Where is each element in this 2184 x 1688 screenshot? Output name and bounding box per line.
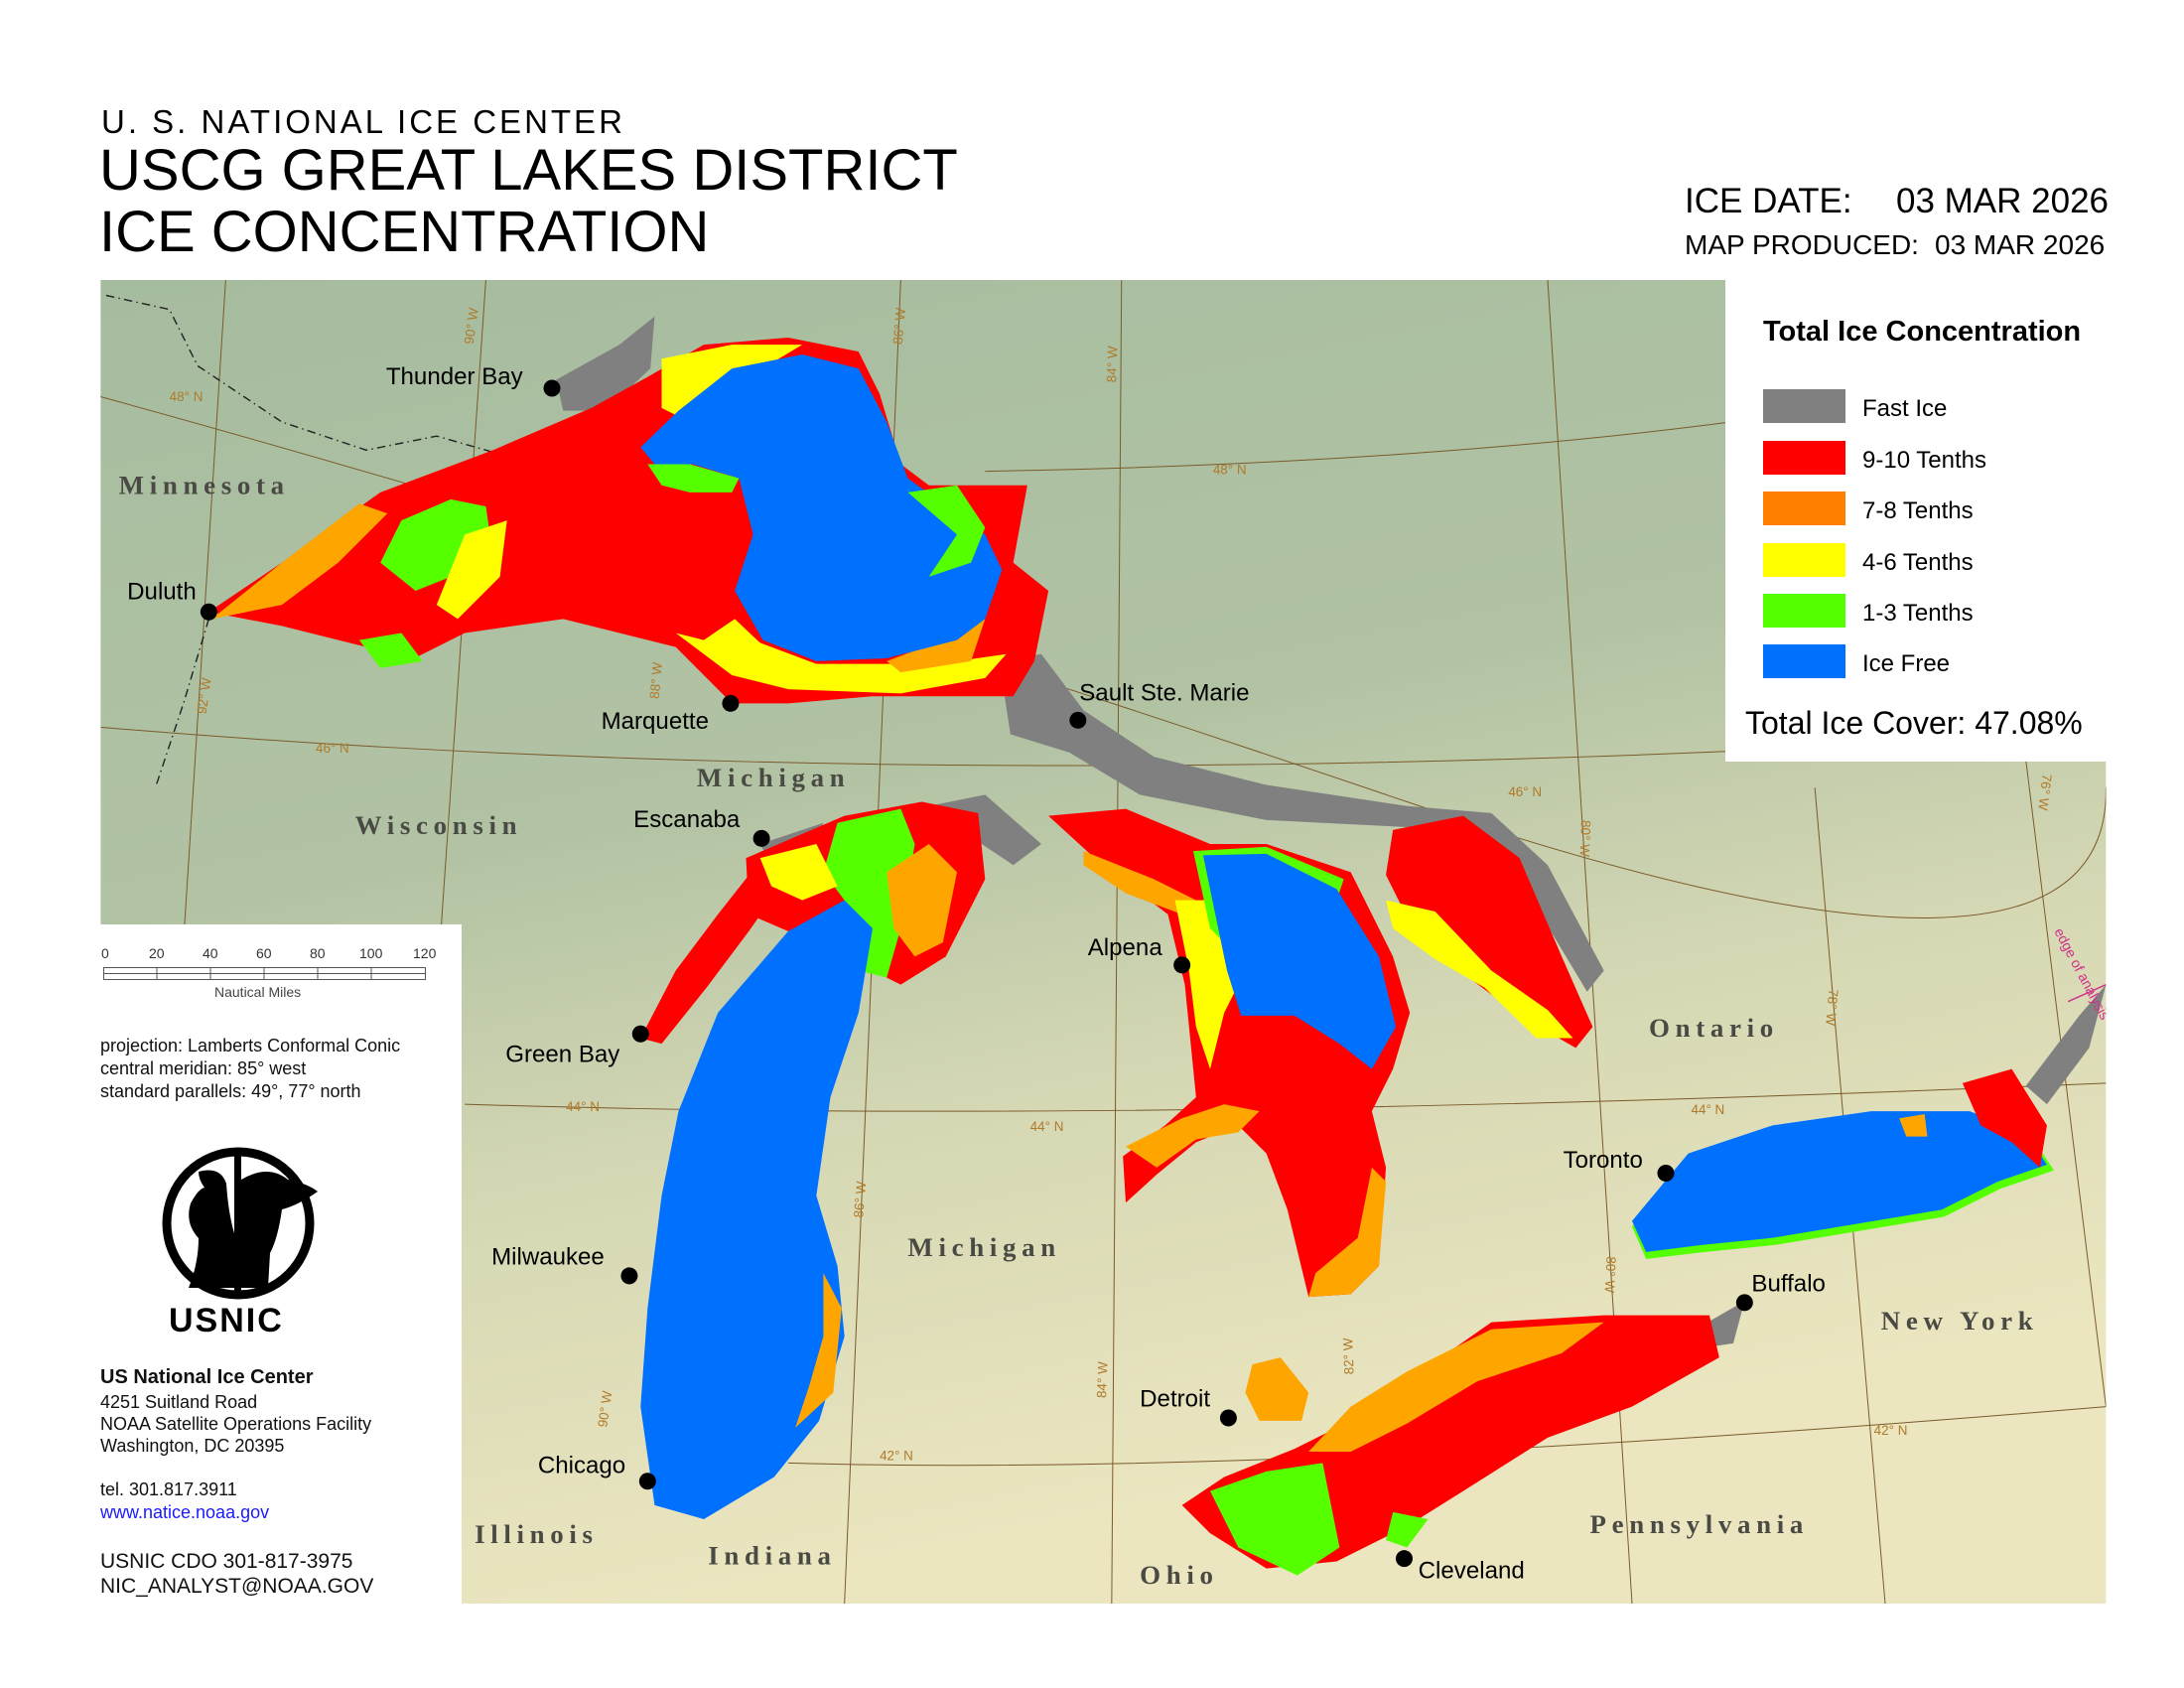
page-title-line2: ICE CONCENTRATION xyxy=(99,200,710,264)
scale-tick: 0 xyxy=(101,945,109,961)
legend-label: 1-3 Tenths xyxy=(1862,600,1974,627)
lon-label: 86° W xyxy=(851,1181,869,1218)
lat-label: 46° N xyxy=(316,741,349,756)
city-chicago: Chicago xyxy=(538,1452,625,1478)
lake-ontario xyxy=(1632,1068,2054,1259)
address-line: Washington, DC 20395 xyxy=(100,1436,285,1456)
map-produced-label: MAP PRODUCED: xyxy=(1685,229,1919,260)
state-label-ohio: Ohio xyxy=(1140,1560,1219,1590)
lon-label: 92° W xyxy=(195,676,214,715)
lat-label: 44° N xyxy=(1692,1102,1725,1117)
state-label-pennsylvania: Pennsylvania xyxy=(1590,1509,1810,1539)
state-label-ontario: Ontario xyxy=(1649,1013,1779,1043)
city-cleveland: Cleveland xyxy=(1419,1558,1525,1585)
scale-tick: 120 xyxy=(413,945,437,961)
lat-label: 44° N xyxy=(1030,1119,1064,1134)
lake-michigan xyxy=(640,801,986,1519)
address-line: 4251 Suitland Road xyxy=(100,1392,258,1412)
legend-label: Ice Free xyxy=(1862,650,1951,677)
legend-swatch-ice-free xyxy=(1763,644,1845,678)
legend-label: 7-8 Tenths xyxy=(1862,497,1974,524)
state-label-minnesota: Minnesota xyxy=(119,470,290,499)
lat-label: 44° N xyxy=(566,1099,600,1114)
scale-unit: Nautical Miles xyxy=(214,984,302,1000)
legend-swatch-9-10 xyxy=(1763,441,1845,475)
state-label-illinois: Illinois xyxy=(475,1519,599,1549)
lon-label: 90° W xyxy=(462,307,481,346)
lake-huron xyxy=(1048,808,1593,1298)
border-line xyxy=(105,294,592,466)
edge-of-analysis-line xyxy=(2067,984,2107,1003)
city-thunder-bay: Thunder Bay xyxy=(386,363,523,390)
legend-label: Fast Ice xyxy=(1862,395,1948,422)
analyst-email: NIC_ANALYST@NOAA.GOV xyxy=(100,1575,374,1598)
scale-tick: 40 xyxy=(203,945,218,961)
lon-label: 80° W xyxy=(1602,1256,1619,1294)
state-label-wisconsin: Wisconsin xyxy=(355,810,523,840)
projection-line: standard parallels: 49°, 77° north xyxy=(100,1081,361,1101)
lat-label: 48° N xyxy=(1213,462,1247,477)
legend-swatch-fast-ice xyxy=(1763,389,1845,423)
lat-label: 48° N xyxy=(170,389,204,404)
lon-label: 86° W xyxy=(890,307,908,345)
info-panel xyxy=(100,924,462,1605)
border-line xyxy=(154,619,210,788)
telephone: tel. 301.817.3911 xyxy=(100,1479,237,1499)
state-label-indiana: Indiana xyxy=(708,1540,836,1570)
legend-label: 9-10 Tenths xyxy=(1862,447,1986,474)
lon-label: 76° W xyxy=(2035,774,2054,812)
scale-bar-graphic xyxy=(103,967,426,980)
agency-name: U. S. NATIONAL ICE CENTER xyxy=(101,103,625,140)
legend-label: 4-6 Tenths xyxy=(1862,549,1974,576)
usnic-logo xyxy=(162,1147,318,1300)
ice-date-label: ICE DATE: xyxy=(1685,182,1852,220)
org-name: US National Ice Center xyxy=(100,1366,314,1388)
scale-tick: 20 xyxy=(149,945,165,961)
projection-line: projection: Lamberts Conformal Conic xyxy=(100,1036,401,1055)
city-detroit: Detroit xyxy=(1140,1386,1210,1413)
city-sault-ste-marie: Sault Ste. Marie xyxy=(1079,680,1249,707)
total-ice-cover: Total Ice Cover: 47.08% xyxy=(1745,705,2083,741)
lake-superior xyxy=(208,338,1049,704)
legend-title: Total Ice Concentration xyxy=(1763,316,2082,348)
legend-swatch-4-6 xyxy=(1763,543,1845,577)
lon-label: 90° W xyxy=(595,1390,614,1429)
lake-st-clair xyxy=(1245,1357,1309,1421)
lat-label: 42° N xyxy=(1874,1423,1908,1438)
cdo-phone: USNIC CDO 301-817-3975 xyxy=(100,1550,353,1573)
page-title-line1: USCG GREAT LAKES DISTRICT xyxy=(99,138,958,203)
city-alpena: Alpena xyxy=(1088,934,1163,961)
ice-date-value: 03 MAR 2026 xyxy=(1896,182,2110,220)
legend-swatch-7-8 xyxy=(1763,492,1845,525)
city-toronto: Toronto xyxy=(1564,1147,1643,1174)
lat-label: 46° N xyxy=(1508,784,1542,799)
lat-label: 42° N xyxy=(880,1449,913,1464)
state-label-michigan: Michigan xyxy=(907,1232,1060,1262)
address-line: NOAA Satellite Operations Facility xyxy=(100,1414,372,1434)
lon-label: 80° W xyxy=(1577,820,1593,858)
usnic-logo-text: USNIC xyxy=(169,1302,284,1339)
lake-erie xyxy=(1181,1315,1719,1576)
lon-label: 78° W xyxy=(1823,989,1841,1027)
state-label-michigan-up: Michigan xyxy=(697,763,850,792)
lon-label: 84° W xyxy=(1094,1361,1110,1399)
city-milwaukee: Milwaukee xyxy=(491,1244,605,1271)
projection-line: central meridian: 85° west xyxy=(100,1058,307,1078)
scale-tick: 100 xyxy=(359,945,383,961)
city-duluth: Duluth xyxy=(127,579,197,606)
lon-label: 82° W xyxy=(1340,1337,1356,1375)
legend: Total Ice Concentration Fast Ice 9-10 Te… xyxy=(1725,280,2107,762)
city-marquette: Marquette xyxy=(602,708,709,735)
scale-tick: 60 xyxy=(256,945,272,961)
lon-label: 84° W xyxy=(1104,346,1120,383)
scale-tick: 80 xyxy=(310,945,326,961)
lon-label: 88° W xyxy=(647,661,665,699)
state-label-new-york: New York xyxy=(1881,1306,2039,1336)
city-buffalo: Buffalo xyxy=(1751,1271,1826,1298)
city-escanaba: Escanaba xyxy=(633,806,741,833)
legend-swatch-1-3 xyxy=(1763,594,1845,628)
website-link[interactable]: www.natice.noaa.gov xyxy=(100,1502,270,1522)
map-produced-value: 03 MAR 2026 xyxy=(1935,229,2106,260)
city-green-bay: Green Bay xyxy=(505,1042,619,1068)
